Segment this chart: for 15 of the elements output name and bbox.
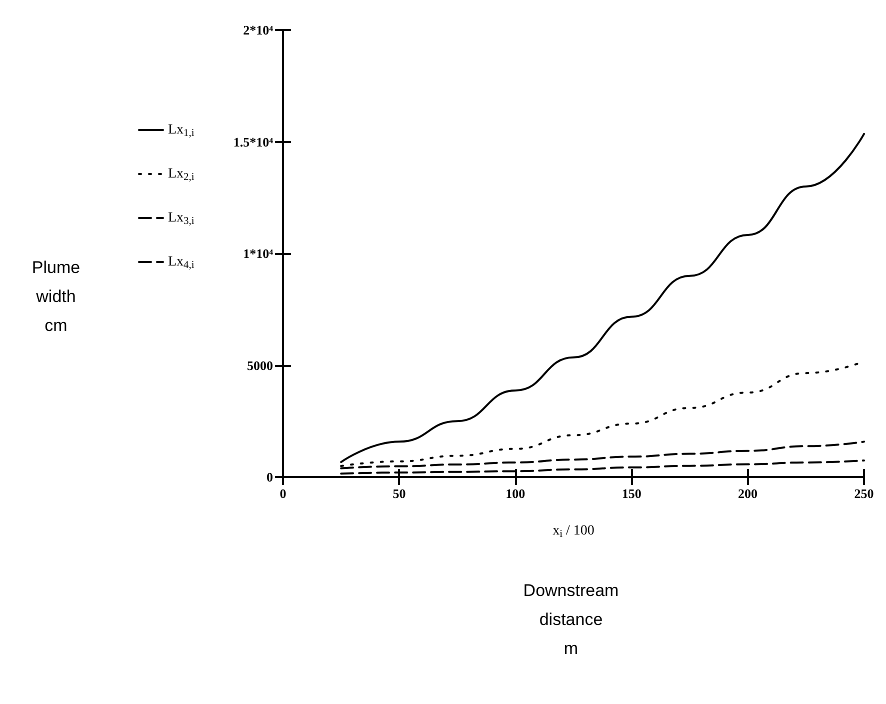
x-tick-label: 250 [854, 486, 874, 501]
text: Plume width cm [32, 258, 80, 335]
text: Downstream distance m [523, 581, 619, 658]
x-tick-label: 50 [392, 486, 406, 501]
x-tick-label: 0 [280, 486, 286, 501]
y-tick-label: 0 [266, 470, 273, 484]
x-tick-label: 150 [622, 486, 642, 501]
x-tick-label: 200 [738, 486, 758, 501]
x-tick-label: 100 [506, 486, 526, 501]
y-tick-label: 1.5*10⁴ [233, 134, 274, 150]
line-series [340, 459, 865, 475]
line-series [340, 132, 865, 464]
y-tick-label: 1*10⁴ [243, 246, 274, 261]
y-tick-label: 5000 [247, 358, 273, 373]
y-tick-label: 2*10⁴ [243, 22, 274, 38]
